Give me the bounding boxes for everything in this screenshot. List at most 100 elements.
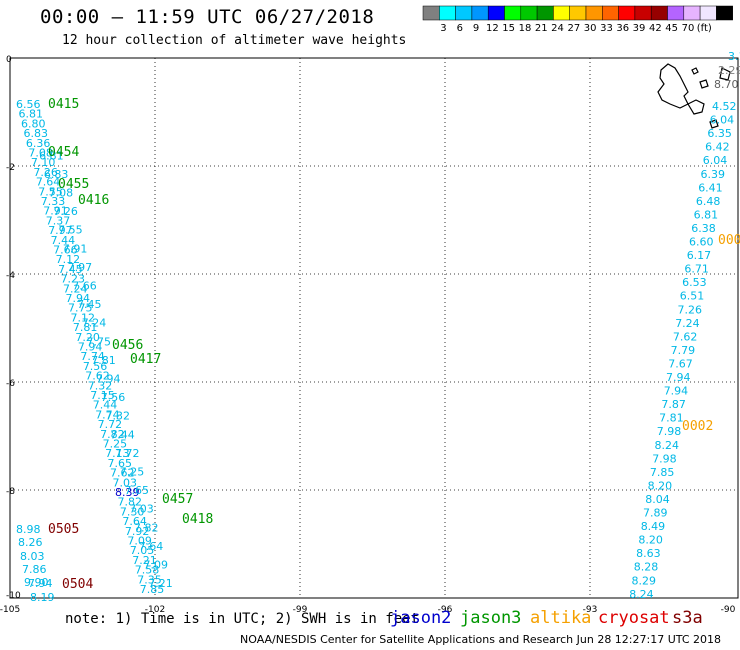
track-value: 7.64 [36, 176, 61, 189]
pass-label: 0504 [62, 577, 93, 592]
y-tick-label: -10 [6, 591, 21, 601]
y-tick-label: -4 [6, 271, 15, 281]
track-value: 7.65 [124, 484, 149, 497]
track-value: 8.04 [645, 493, 670, 506]
colorbar-swatch [553, 5, 570, 21]
track-value: 7.81 [659, 412, 684, 425]
track-value: 7.75 [68, 302, 93, 315]
frame-border [9, 57, 739, 599]
track-value: 7.45 [77, 298, 102, 311]
axis-ticks: -105 -102 -99 -96 -93 -90 0 -2 -4 -6 -8 -10 [0, 55, 736, 615]
colorbar-label: 9 [473, 23, 479, 34]
track-value: 7.08 [28, 147, 53, 160]
track-value: 7.10 [31, 156, 56, 169]
track-value: 7.12 [70, 311, 95, 324]
track-value: 7.15 [90, 389, 115, 402]
pass-label: 0001 [718, 233, 740, 248]
track-value: 7.79 [671, 344, 696, 357]
track-value: 7.91 [63, 242, 88, 255]
island-outline [699, 79, 709, 89]
colorbar-label: 18 [519, 23, 532, 34]
galapagos-coastline [657, 63, 731, 129]
y-tick-label: -6 [6, 379, 15, 389]
track-value: 7.30 [120, 505, 145, 518]
track-value: 6.51 [680, 290, 705, 303]
track-value: 7.62 [85, 370, 110, 383]
track-value: 6.17 [687, 249, 712, 262]
track-value: 7.37 [46, 214, 71, 227]
track-value: 7.03 [129, 503, 154, 516]
colorbar-label: 36 [616, 23, 629, 34]
track-value: 6.71 [684, 263, 709, 276]
x-tick-label: -105 [0, 605, 20, 615]
track-value: 8.19 [30, 591, 55, 604]
map-title: 00:00 – 11:59 UTC 06/27/2018 [40, 6, 375, 28]
track-value: 7.66 [53, 244, 78, 257]
colorbar-label: 12 [486, 23, 499, 34]
track-value: 8.39 [115, 486, 140, 499]
colorbar-label: 27 [567, 23, 580, 34]
track-value: 7.91 [43, 205, 68, 218]
track-value: 7.56 [83, 360, 108, 373]
track-value: 7.09 [127, 535, 152, 548]
track-value: 7.45 [58, 263, 83, 276]
track-value: 4.52 [712, 100, 737, 113]
colorbar-label: 33 [600, 23, 613, 34]
colorbar-label: 30 [584, 23, 597, 34]
colorbar-swatch [536, 5, 554, 21]
x-tick-label: -99 [293, 605, 308, 615]
y-tick-label: -8 [6, 487, 15, 497]
track-value: 7.82 [134, 521, 159, 534]
track-value: 8.03 [20, 550, 45, 563]
track-value: 2.29 [718, 64, 740, 77]
track-value: 6.81 [39, 149, 64, 162]
track-value: 8.63 [636, 547, 661, 560]
track-value: 7.44 [110, 428, 135, 441]
track-value: 9.90 [24, 576, 49, 589]
track-value: 7.20 [75, 331, 100, 344]
track-values: 3.122.298.704.526.046.356.426.046.396.41… [16, 50, 740, 604]
pass-label: 0002 [682, 419, 713, 434]
track-value: 7.26 [53, 205, 77, 218]
track-value: 8.49 [641, 520, 666, 533]
track-value: 8.98 [16, 523, 41, 536]
map-frame [9, 57, 739, 599]
track-value: 7.98 [657, 425, 682, 438]
colorbar-label: 24 [551, 23, 564, 34]
track-value: 7.64 [139, 540, 164, 553]
track-value: 7.21 [132, 554, 157, 567]
track-value: 7.81 [73, 321, 98, 334]
track-value: 8.28 [634, 561, 659, 574]
colorbar-swatch [471, 5, 489, 21]
track-value: 7.94 [664, 385, 689, 398]
track-value: 7.05 [130, 544, 155, 557]
track-value: 7.32 [88, 379, 113, 392]
track-value: 7.65 [108, 457, 133, 470]
track-value: 6.48 [696, 195, 721, 208]
track-value: 7.81 [91, 354, 116, 367]
track-value: 7.64 [122, 515, 147, 528]
colorbar-swatch [699, 5, 717, 21]
colorbar-swatch [455, 5, 473, 21]
track-value: 6.56 [16, 98, 41, 111]
colorbar-label: 21 [535, 23, 548, 34]
track-value: 7.66 [72, 280, 97, 293]
colorbar-swatch [520, 5, 538, 21]
track-value: 7.74 [80, 350, 105, 363]
track-value: 7.94 [78, 341, 103, 354]
track-value: 7.75 [87, 335, 112, 348]
track-value: 7.03 [113, 476, 138, 489]
track-value: 7.94 [28, 577, 53, 590]
track-value: 7.24 [675, 317, 700, 330]
track-value: 7.33 [41, 195, 66, 208]
pass-label: 0416 [78, 193, 109, 208]
colorbar-label: 6 [457, 23, 463, 34]
track-value: 7.44 [51, 234, 76, 247]
track-value: 6.04 [710, 114, 735, 127]
track-value: 7.74 [95, 408, 120, 421]
track-value: 7.21 [148, 577, 173, 590]
track-value: 7.23 [61, 273, 86, 286]
pass-label: 0418 [182, 512, 213, 527]
